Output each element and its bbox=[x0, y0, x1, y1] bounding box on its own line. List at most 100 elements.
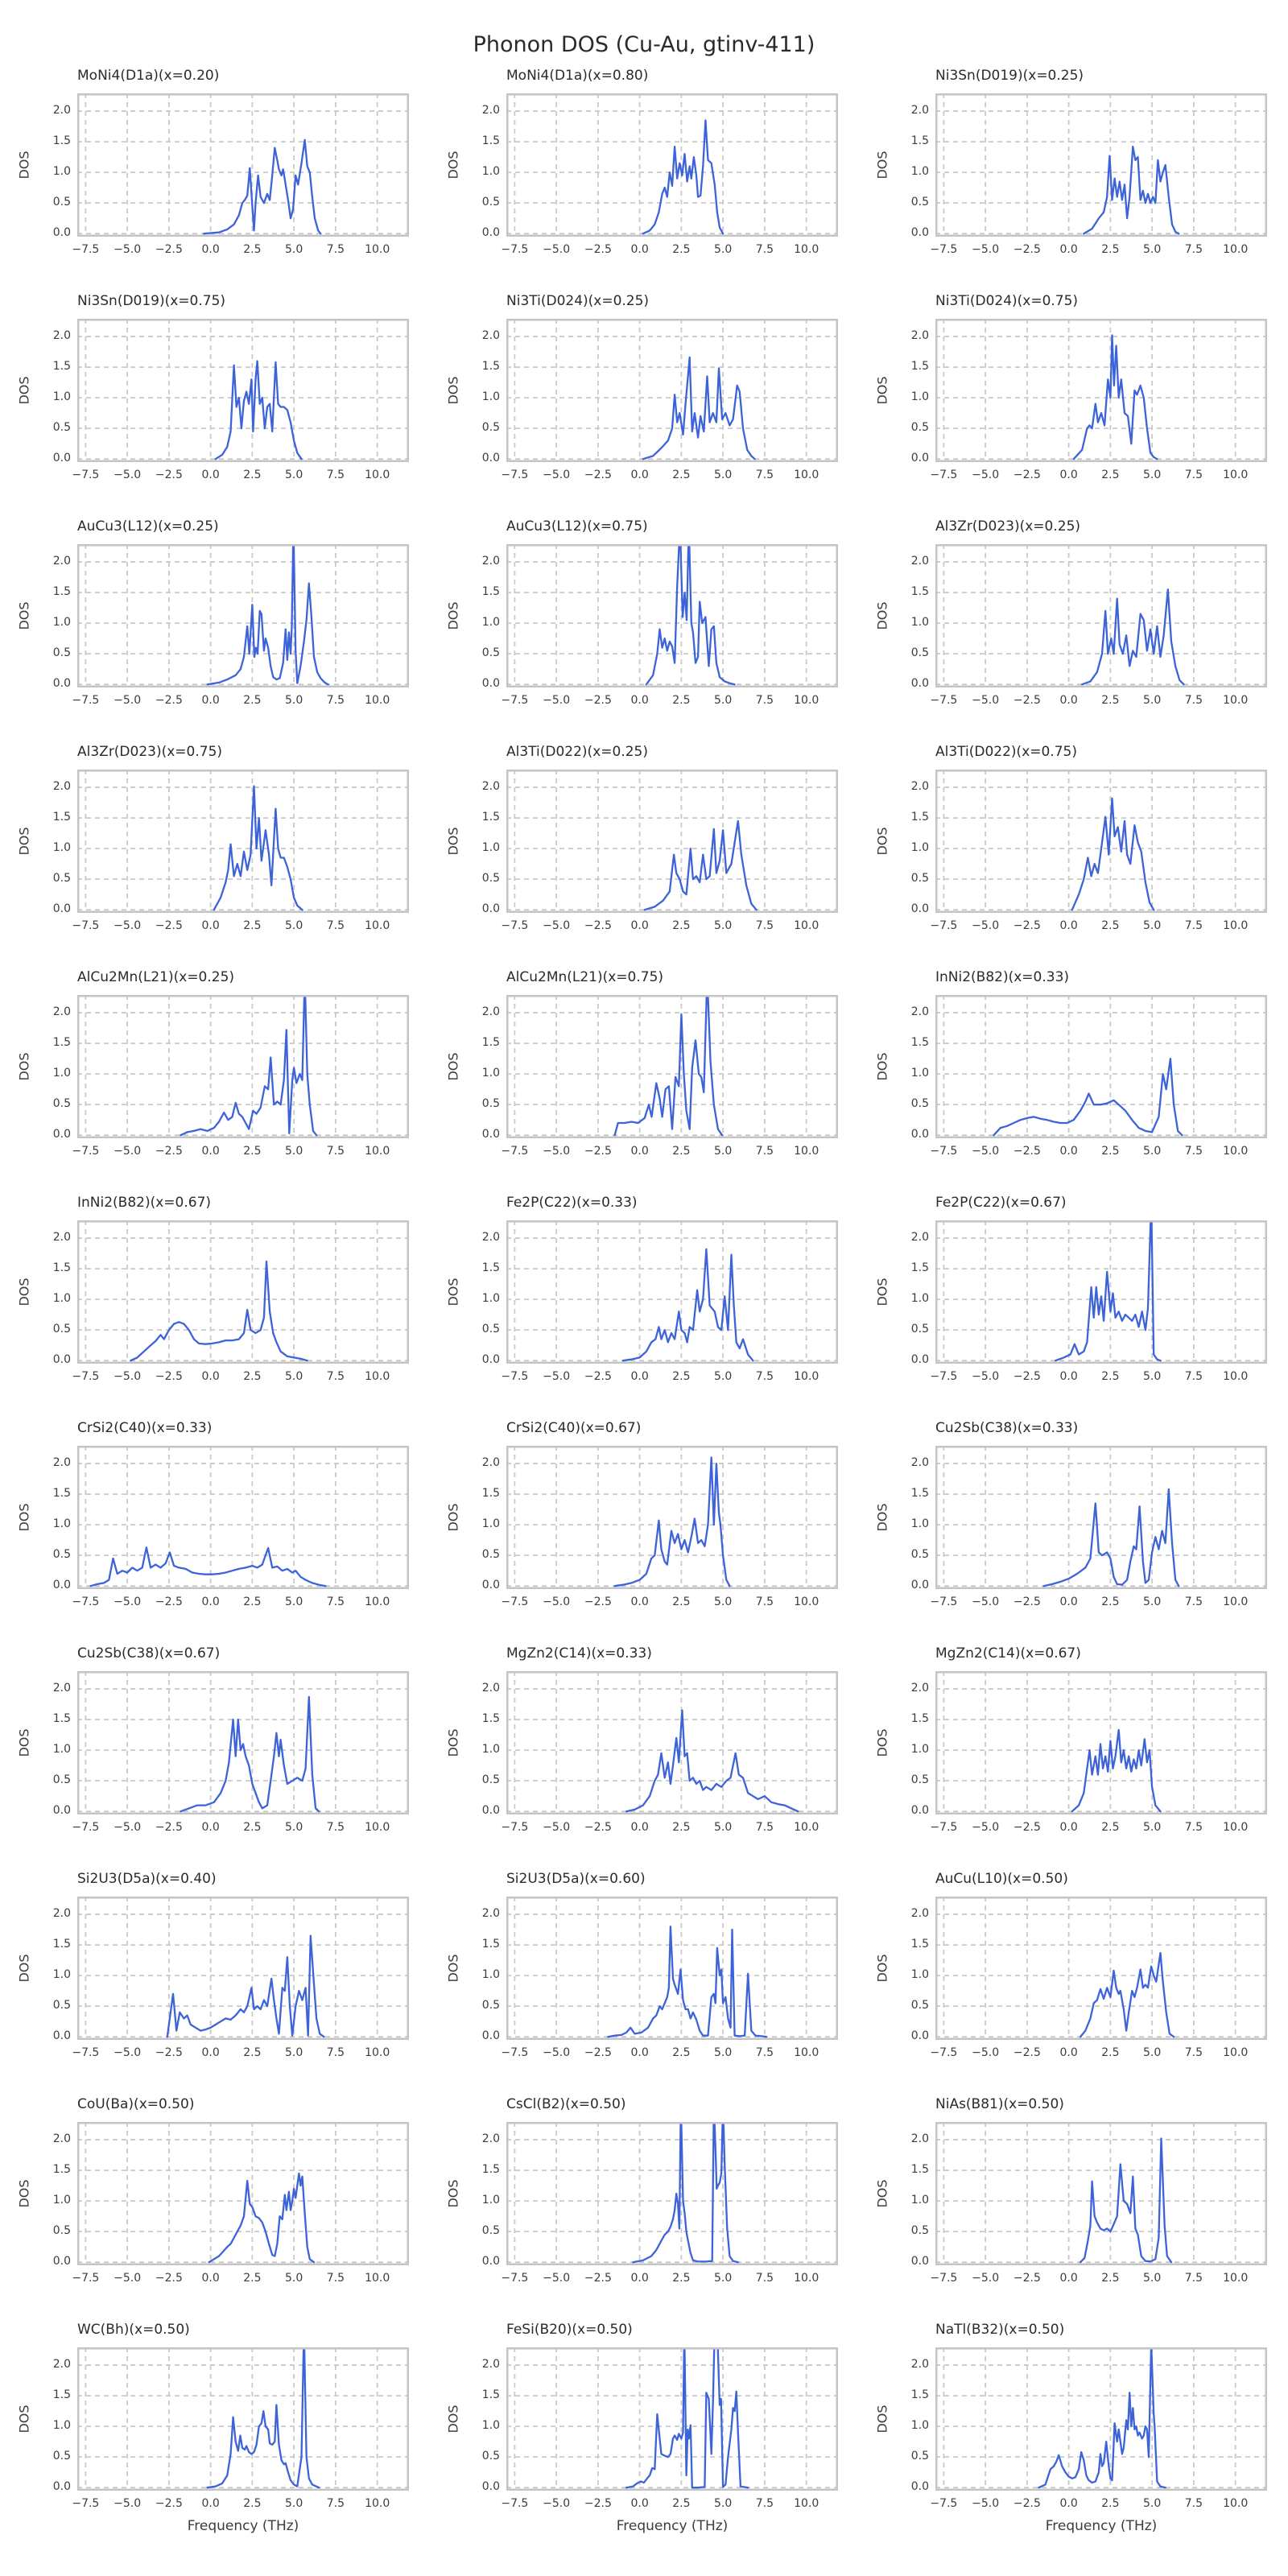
y-tick-label: 0.5 bbox=[481, 1999, 500, 2013]
y-tick-label: 2.0 bbox=[52, 780, 71, 794]
x-tick-label: 5.0 bbox=[714, 2046, 733, 2059]
subplot-title: FeSi(B20)(x=0.50) bbox=[506, 2322, 633, 2338]
x-tick-label: 2.5 bbox=[672, 469, 691, 481]
plot-frame bbox=[77, 93, 409, 237]
y-tick-label: 1.0 bbox=[481, 1517, 500, 1531]
x-tick-label: 0.0 bbox=[630, 2272, 649, 2285]
y-tick-label: 2.0 bbox=[52, 104, 71, 118]
dos-plot bbox=[77, 1671, 409, 1814]
x-tick-label: −2.5 bbox=[1013, 694, 1041, 707]
y-tick-label: 1.5 bbox=[481, 360, 500, 374]
x-tick-label: 5.0 bbox=[285, 243, 303, 256]
y-tick-label: 2.0 bbox=[910, 780, 929, 794]
plot-frame bbox=[935, 770, 1267, 913]
subplot: AlCu2Mn(L21)(x=0.25) DOS 0.0 0.5 1.0 1.5 2.0 −7… bbox=[0, 926, 429, 1158]
x-tick-label: 7.5 bbox=[326, 694, 345, 707]
x-tick-label: −5.0 bbox=[114, 469, 142, 481]
dos-curve bbox=[1054, 1220, 1162, 1362]
subplot-title: Cu2Sb(C38)(x=0.67) bbox=[77, 1645, 221, 1662]
x-tick-label: 10.0 bbox=[1223, 1145, 1249, 1158]
dos-plot bbox=[935, 93, 1267, 237]
x-tick-label: 10.0 bbox=[794, 1821, 819, 1834]
plot-frame bbox=[77, 1446, 409, 1589]
subplot: AlCu2Mn(L21)(x=0.75) DOS 0.0 0.5 1.0 1.5 2.0 −7… bbox=[429, 926, 858, 1158]
x-tick-label: 7.5 bbox=[326, 1596, 345, 1608]
dos-plot bbox=[77, 1897, 409, 2040]
dos-plot bbox=[506, 1446, 838, 1589]
dos-curve bbox=[1081, 588, 1185, 686]
dos-plot bbox=[506, 93, 838, 237]
subplot-title: Al3Ti(D022)(x=0.25) bbox=[506, 744, 648, 760]
y-tick-label: 2.0 bbox=[481, 2132, 500, 2146]
y-tick-label: 2.0 bbox=[910, 104, 929, 118]
y-tick-label: 0.0 bbox=[910, 1579, 929, 1592]
x-tick-label: 10.0 bbox=[794, 2497, 819, 2510]
subplot-title: Al3Zr(D023)(x=0.25) bbox=[935, 518, 1081, 535]
x-tick-label: 10.0 bbox=[1223, 694, 1249, 707]
x-tick-label: −2.5 bbox=[1013, 919, 1041, 932]
y-tick-label: 0.0 bbox=[481, 677, 500, 691]
x-tick-label: 5.0 bbox=[714, 1821, 733, 1834]
subplot-title: Al3Zr(D023)(x=0.75) bbox=[77, 744, 223, 760]
x-tick-label: −2.5 bbox=[584, 919, 612, 932]
dos-plot bbox=[506, 1897, 838, 2040]
y-tick-label: 0.0 bbox=[52, 2480, 71, 2494]
subplot: InNi2(B82)(x=0.67) DOS 0.0 0.5 1.0 1.5 2.0 −7.5… bbox=[0, 1151, 429, 1383]
y-tick-label: 0.0 bbox=[52, 452, 71, 465]
x-tick-label: −7.5 bbox=[501, 919, 529, 932]
x-axis-label: Frequency (THz) bbox=[187, 2518, 299, 2534]
x-tick-label: 10.0 bbox=[365, 1596, 390, 1608]
x-tick-label: −7.5 bbox=[501, 2272, 529, 2285]
plot-frame bbox=[935, 1446, 1267, 1589]
y-tick-label: 1.0 bbox=[910, 2194, 929, 2207]
x-tick-label: 2.5 bbox=[672, 2046, 691, 2059]
x-tick-label: 0.0 bbox=[201, 1596, 220, 1608]
x-tick-label: 0.0 bbox=[201, 2272, 220, 2285]
subplot-title: AuCu3(L12)(x=0.25) bbox=[77, 518, 219, 535]
x-tick-label: −5.0 bbox=[972, 694, 1000, 707]
plot-frame bbox=[935, 93, 1267, 237]
dos-plot bbox=[506, 1671, 838, 1814]
y-tick-label: 1.5 bbox=[481, 2163, 500, 2177]
dos-curve bbox=[613, 995, 724, 1137]
y-tick-label: 0.5 bbox=[910, 1548, 929, 1562]
y-tick-label: 1.5 bbox=[52, 134, 71, 148]
x-tick-label: 7.5 bbox=[326, 1145, 345, 1158]
x-tick-label: 0.0 bbox=[630, 2497, 649, 2510]
x-tick-label: 7.5 bbox=[1184, 694, 1203, 707]
subplot: NaTl(B32)(x=0.50) DOS 0.0 0.5 1.0 1.5 2.0 −7.5−… bbox=[858, 2278, 1287, 2536]
x-tick-label: 10.0 bbox=[1223, 1596, 1249, 1608]
x-tick-label: 5.0 bbox=[285, 2272, 303, 2285]
x-tick-label: −5.0 bbox=[114, 1596, 142, 1608]
x-tick-label: 5.0 bbox=[285, 1596, 303, 1608]
dos-curve bbox=[607, 1926, 768, 2038]
x-tick-label: 0.0 bbox=[1059, 2497, 1078, 2510]
y-tick-label: 1.0 bbox=[481, 1067, 500, 1080]
dos-plot bbox=[935, 2122, 1267, 2265]
subplot-title: CrSi2(C40)(x=0.67) bbox=[506, 1420, 642, 1436]
y-tick-label: 0.0 bbox=[481, 1579, 500, 1592]
x-tick-label: 7.5 bbox=[326, 2497, 345, 2510]
x-tick-label: 5.0 bbox=[285, 1145, 303, 1158]
y-tick-label: 1.5 bbox=[910, 1261, 929, 1275]
y-tick-label: 1.0 bbox=[910, 1517, 929, 1531]
y-tick-label: 1.0 bbox=[481, 616, 500, 630]
x-tick-label: 10.0 bbox=[794, 694, 819, 707]
y-tick-label: 0.5 bbox=[910, 2224, 929, 2238]
dos-plot bbox=[935, 1671, 1267, 1814]
x-tick-label: 7.5 bbox=[1184, 1821, 1203, 1834]
y-tick-label: 0.0 bbox=[52, 1804, 71, 1818]
subplot-title: MoNi4(D1a)(x=0.20) bbox=[77, 68, 220, 84]
x-tick-label: 5.0 bbox=[1143, 1821, 1162, 1834]
x-tick-label: −2.5 bbox=[155, 2046, 183, 2059]
x-tick-label: 2.5 bbox=[1101, 243, 1120, 256]
dos-plot bbox=[935, 995, 1267, 1138]
x-tick-label: −5.0 bbox=[114, 1821, 142, 1834]
y-tick-label: 0.0 bbox=[52, 902, 71, 916]
x-tick-label: 7.5 bbox=[755, 1370, 774, 1383]
x-tick-label: 5.0 bbox=[714, 1596, 733, 1608]
plot-frame bbox=[506, 1446, 838, 1589]
y-tick-label: 2.0 bbox=[910, 555, 929, 568]
y-tick-label: 1.0 bbox=[910, 165, 929, 179]
y-tick-label: 1.5 bbox=[910, 811, 929, 824]
